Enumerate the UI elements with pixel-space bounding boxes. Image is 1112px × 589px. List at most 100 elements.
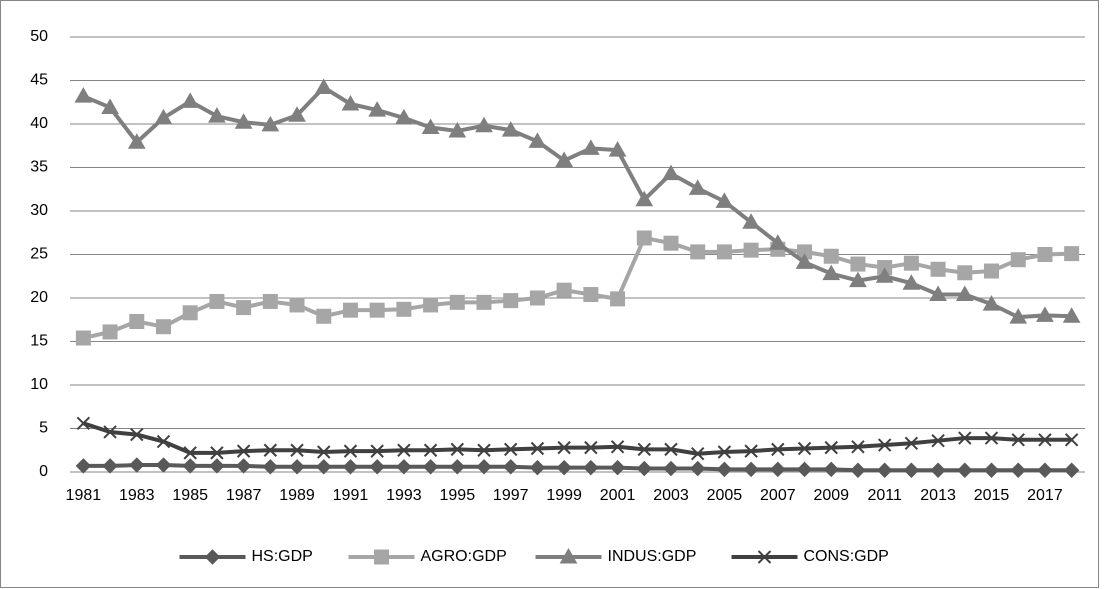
marker xyxy=(449,459,466,475)
marker xyxy=(768,234,787,250)
marker xyxy=(288,106,306,122)
marker xyxy=(475,116,493,133)
marker xyxy=(957,462,973,478)
marker xyxy=(717,445,732,459)
marker xyxy=(530,441,545,456)
marker xyxy=(130,427,144,442)
x-tick-label: 2009 xyxy=(813,487,849,504)
marker xyxy=(422,459,439,475)
marker xyxy=(610,291,626,307)
marker xyxy=(1010,462,1026,478)
marker xyxy=(314,78,333,94)
x-tick-label: 1991 xyxy=(333,487,369,504)
marker xyxy=(476,294,492,310)
x-tick-label: 1983 xyxy=(119,487,155,504)
marker xyxy=(608,141,627,157)
y-tick-label: 25 xyxy=(30,246,48,263)
legend-item: CONS:GDP xyxy=(731,548,889,565)
marker xyxy=(957,265,973,281)
marker xyxy=(528,132,547,148)
marker xyxy=(556,282,572,298)
marker xyxy=(396,301,412,317)
legend-label: AGRO:GDP xyxy=(421,548,507,565)
marker xyxy=(581,139,600,155)
marker xyxy=(183,446,197,460)
marker xyxy=(822,264,841,281)
marker xyxy=(236,300,252,316)
marker xyxy=(316,308,332,324)
marker xyxy=(904,436,919,450)
marker xyxy=(103,425,117,439)
marker xyxy=(370,444,384,458)
marker xyxy=(610,440,625,454)
marker xyxy=(716,461,733,478)
marker xyxy=(236,444,251,458)
y-tick-label: 10 xyxy=(30,376,48,393)
marker xyxy=(261,115,280,132)
marker xyxy=(395,108,413,125)
marker xyxy=(771,442,785,457)
marker xyxy=(636,230,652,246)
marker xyxy=(931,433,945,448)
marker xyxy=(955,285,974,302)
legend-label: CONS:GDP xyxy=(804,548,889,565)
marker xyxy=(263,443,278,457)
marker xyxy=(182,305,198,321)
marker xyxy=(637,442,651,457)
marker xyxy=(743,461,759,478)
x-tick-label: 2017 xyxy=(1027,487,1063,504)
marker xyxy=(797,441,812,456)
marker xyxy=(583,459,599,476)
marker xyxy=(423,443,438,457)
x-tick-label: 2011 xyxy=(867,487,902,504)
x-tick-label: 1999 xyxy=(546,487,582,504)
marker xyxy=(1011,433,1025,447)
legend-marker xyxy=(204,549,221,565)
marker xyxy=(368,101,387,117)
marker xyxy=(930,462,946,478)
marker xyxy=(850,462,866,478)
marker xyxy=(181,92,200,108)
marker xyxy=(262,459,279,475)
marker xyxy=(369,459,385,475)
marker xyxy=(688,179,707,195)
marker xyxy=(317,445,331,459)
marker xyxy=(983,462,1000,478)
marker xyxy=(664,442,678,457)
legend-label: HS:GDP xyxy=(252,548,313,565)
x-tick-label: 2007 xyxy=(760,487,796,504)
marker xyxy=(529,290,545,306)
x-tick-label: 2005 xyxy=(707,487,743,504)
marker xyxy=(770,461,786,478)
marker xyxy=(102,458,118,474)
legend-item: AGRO:GDP xyxy=(348,548,507,565)
series-line xyxy=(82,421,1072,456)
marker xyxy=(156,434,171,449)
marker xyxy=(743,242,759,258)
marker xyxy=(210,446,224,460)
marker xyxy=(1009,308,1028,324)
marker xyxy=(849,271,867,288)
marker xyxy=(101,98,119,114)
x-tick-label: 1989 xyxy=(279,487,315,504)
marker xyxy=(584,440,598,455)
y-tick-label: 15 xyxy=(30,333,48,350)
marker xyxy=(609,459,626,476)
marker xyxy=(958,431,972,445)
marker xyxy=(929,285,947,302)
marker xyxy=(1064,433,1079,447)
marker xyxy=(902,274,921,290)
marker xyxy=(289,297,305,313)
x-tick-label: 1985 xyxy=(172,487,208,504)
marker xyxy=(75,458,92,474)
legend-marker xyxy=(374,549,389,565)
x-tick-label: 1987 xyxy=(226,487,262,504)
marker xyxy=(823,248,839,264)
marker xyxy=(635,190,654,207)
marker xyxy=(289,459,305,475)
marker xyxy=(690,244,706,260)
y-tick-label: 30 xyxy=(30,202,48,219)
marker xyxy=(795,253,814,269)
x-tick-label: 2013 xyxy=(920,487,956,504)
